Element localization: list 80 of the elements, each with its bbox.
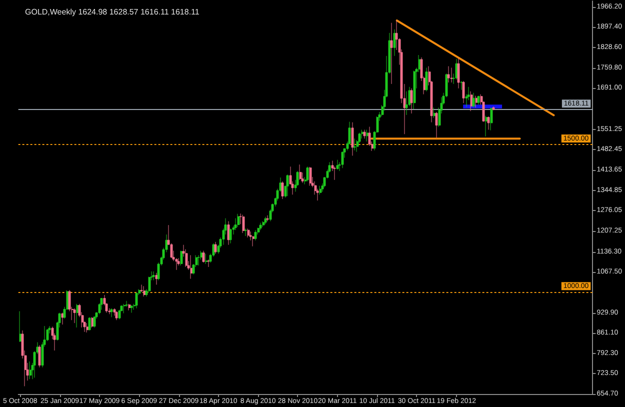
candlestick (361, 129, 364, 139)
candlestick (93, 316, 96, 328)
candlestick (259, 222, 262, 230)
candlestick (425, 67, 428, 92)
candlestick (462, 80, 465, 104)
candlestick (460, 80, 463, 90)
candlestick (492, 106, 495, 110)
candlestick (113, 308, 116, 316)
candlestick (237, 214, 240, 228)
candlestick (128, 304, 131, 311)
candlestick (152, 271, 155, 281)
candlestick (351, 122, 354, 156)
candlestick (309, 166, 312, 186)
candlestick (234, 218, 237, 230)
candlestick (262, 220, 265, 228)
candlestick (247, 228, 250, 238)
candlestick (177, 258, 180, 266)
candlestick (393, 29, 396, 56)
candlestick (242, 214, 245, 234)
candlestick (214, 242, 217, 254)
candlestick (130, 305, 133, 313)
candlestick (485, 116, 488, 137)
candlestick (353, 138, 356, 151)
candlestick (197, 254, 200, 266)
candlestick (264, 216, 267, 224)
candlestick (190, 254, 193, 280)
candlestick (475, 96, 478, 108)
candlestick (118, 310, 121, 320)
candlestick (336, 160, 339, 170)
candlestick (227, 220, 230, 246)
candlestick (202, 250, 205, 263)
candlestick (143, 286, 146, 297)
candlestick (410, 88, 413, 114)
candlestick (110, 308, 113, 318)
candlestick (281, 181, 284, 200)
candlestick (229, 228, 232, 244)
candlestick (252, 236, 255, 247)
candlestick (447, 66, 450, 83)
candlestick (457, 58, 460, 89)
candlestick (299, 164, 302, 180)
candlestick (366, 129, 369, 142)
candlestick (38, 344, 41, 368)
candlestick (477, 96, 480, 105)
candlestick (487, 116, 490, 130)
candlestick (86, 322, 89, 333)
candlestick (450, 67, 453, 83)
candlestick (140, 284, 143, 292)
candlestick (76, 304, 79, 328)
candlestick (254, 230, 257, 241)
candlestick (244, 228, 247, 236)
candlestick (207, 259, 210, 268)
candlestick (100, 298, 103, 310)
candlestick (472, 92, 475, 108)
candlestick (413, 70, 416, 110)
candlestick (29, 361, 32, 380)
text: GOLD,Weekly 1624.98 1628.57 1616.11 1618.11 (25, 8, 200, 16)
candlestick (185, 249, 188, 268)
candlestick (435, 112, 438, 138)
candlestick (115, 311, 118, 320)
candlestick (19, 311, 22, 342)
candlestick (205, 253, 208, 264)
candlestick (455, 58, 458, 80)
candlestick (433, 107, 436, 118)
candlestick (155, 272, 158, 285)
candlestick (266, 215, 269, 222)
candlestick (405, 91, 408, 116)
candlestick (390, 22, 393, 84)
candlestick (135, 292, 138, 309)
candlestick (470, 91, 473, 112)
candlestick (319, 186, 322, 195)
candlestick (88, 316, 91, 331)
candlestick (306, 166, 309, 182)
candlestick (286, 174, 289, 196)
candlestick (341, 151, 344, 168)
candlestick (180, 250, 183, 266)
candlestick (490, 107, 493, 131)
candlestick (123, 304, 126, 314)
candlestick (363, 129, 366, 139)
candlestick (61, 312, 64, 325)
candlestick (73, 308, 76, 324)
